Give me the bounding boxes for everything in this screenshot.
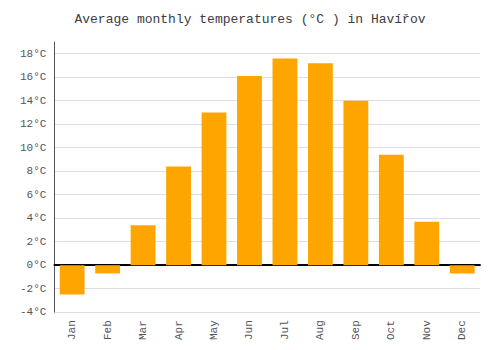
- svg-text:Mar: Mar: [137, 320, 149, 340]
- svg-text:18°C: 18°C: [20, 48, 47, 60]
- svg-text:Sep: Sep: [350, 320, 362, 340]
- svg-text:Feb: Feb: [102, 320, 114, 340]
- svg-text:14°C: 14°C: [20, 95, 47, 107]
- svg-text:May: May: [208, 320, 220, 340]
- svg-text:0°C: 0°C: [27, 259, 47, 271]
- svg-text:-4°C: -4°C: [20, 306, 47, 318]
- svg-text:12°C: 12°C: [20, 118, 47, 130]
- svg-text:10°C: 10°C: [20, 142, 47, 154]
- svg-text:Oct: Oct: [385, 320, 397, 340]
- svg-text:2°C: 2°C: [27, 236, 47, 248]
- svg-text:Jun: Jun: [243, 320, 255, 340]
- svg-text:Average monthly temperatures (: Average monthly temperatures (°C ) in Ha…: [74, 12, 425, 27]
- svg-text:Aug: Aug: [314, 320, 326, 340]
- svg-text:Jul: Jul: [279, 320, 291, 340]
- svg-text:Dec: Dec: [456, 320, 468, 340]
- svg-text:Nov: Nov: [421, 320, 433, 340]
- svg-text:Apr: Apr: [173, 320, 185, 340]
- svg-text:-2°C: -2°C: [20, 283, 47, 295]
- svg-text:8°C: 8°C: [27, 165, 47, 177]
- svg-text:16°C: 16°C: [20, 71, 47, 83]
- svg-text:Jan: Jan: [66, 320, 78, 340]
- svg-text:6°C: 6°C: [27, 189, 47, 201]
- svg-text:4°C: 4°C: [27, 212, 47, 224]
